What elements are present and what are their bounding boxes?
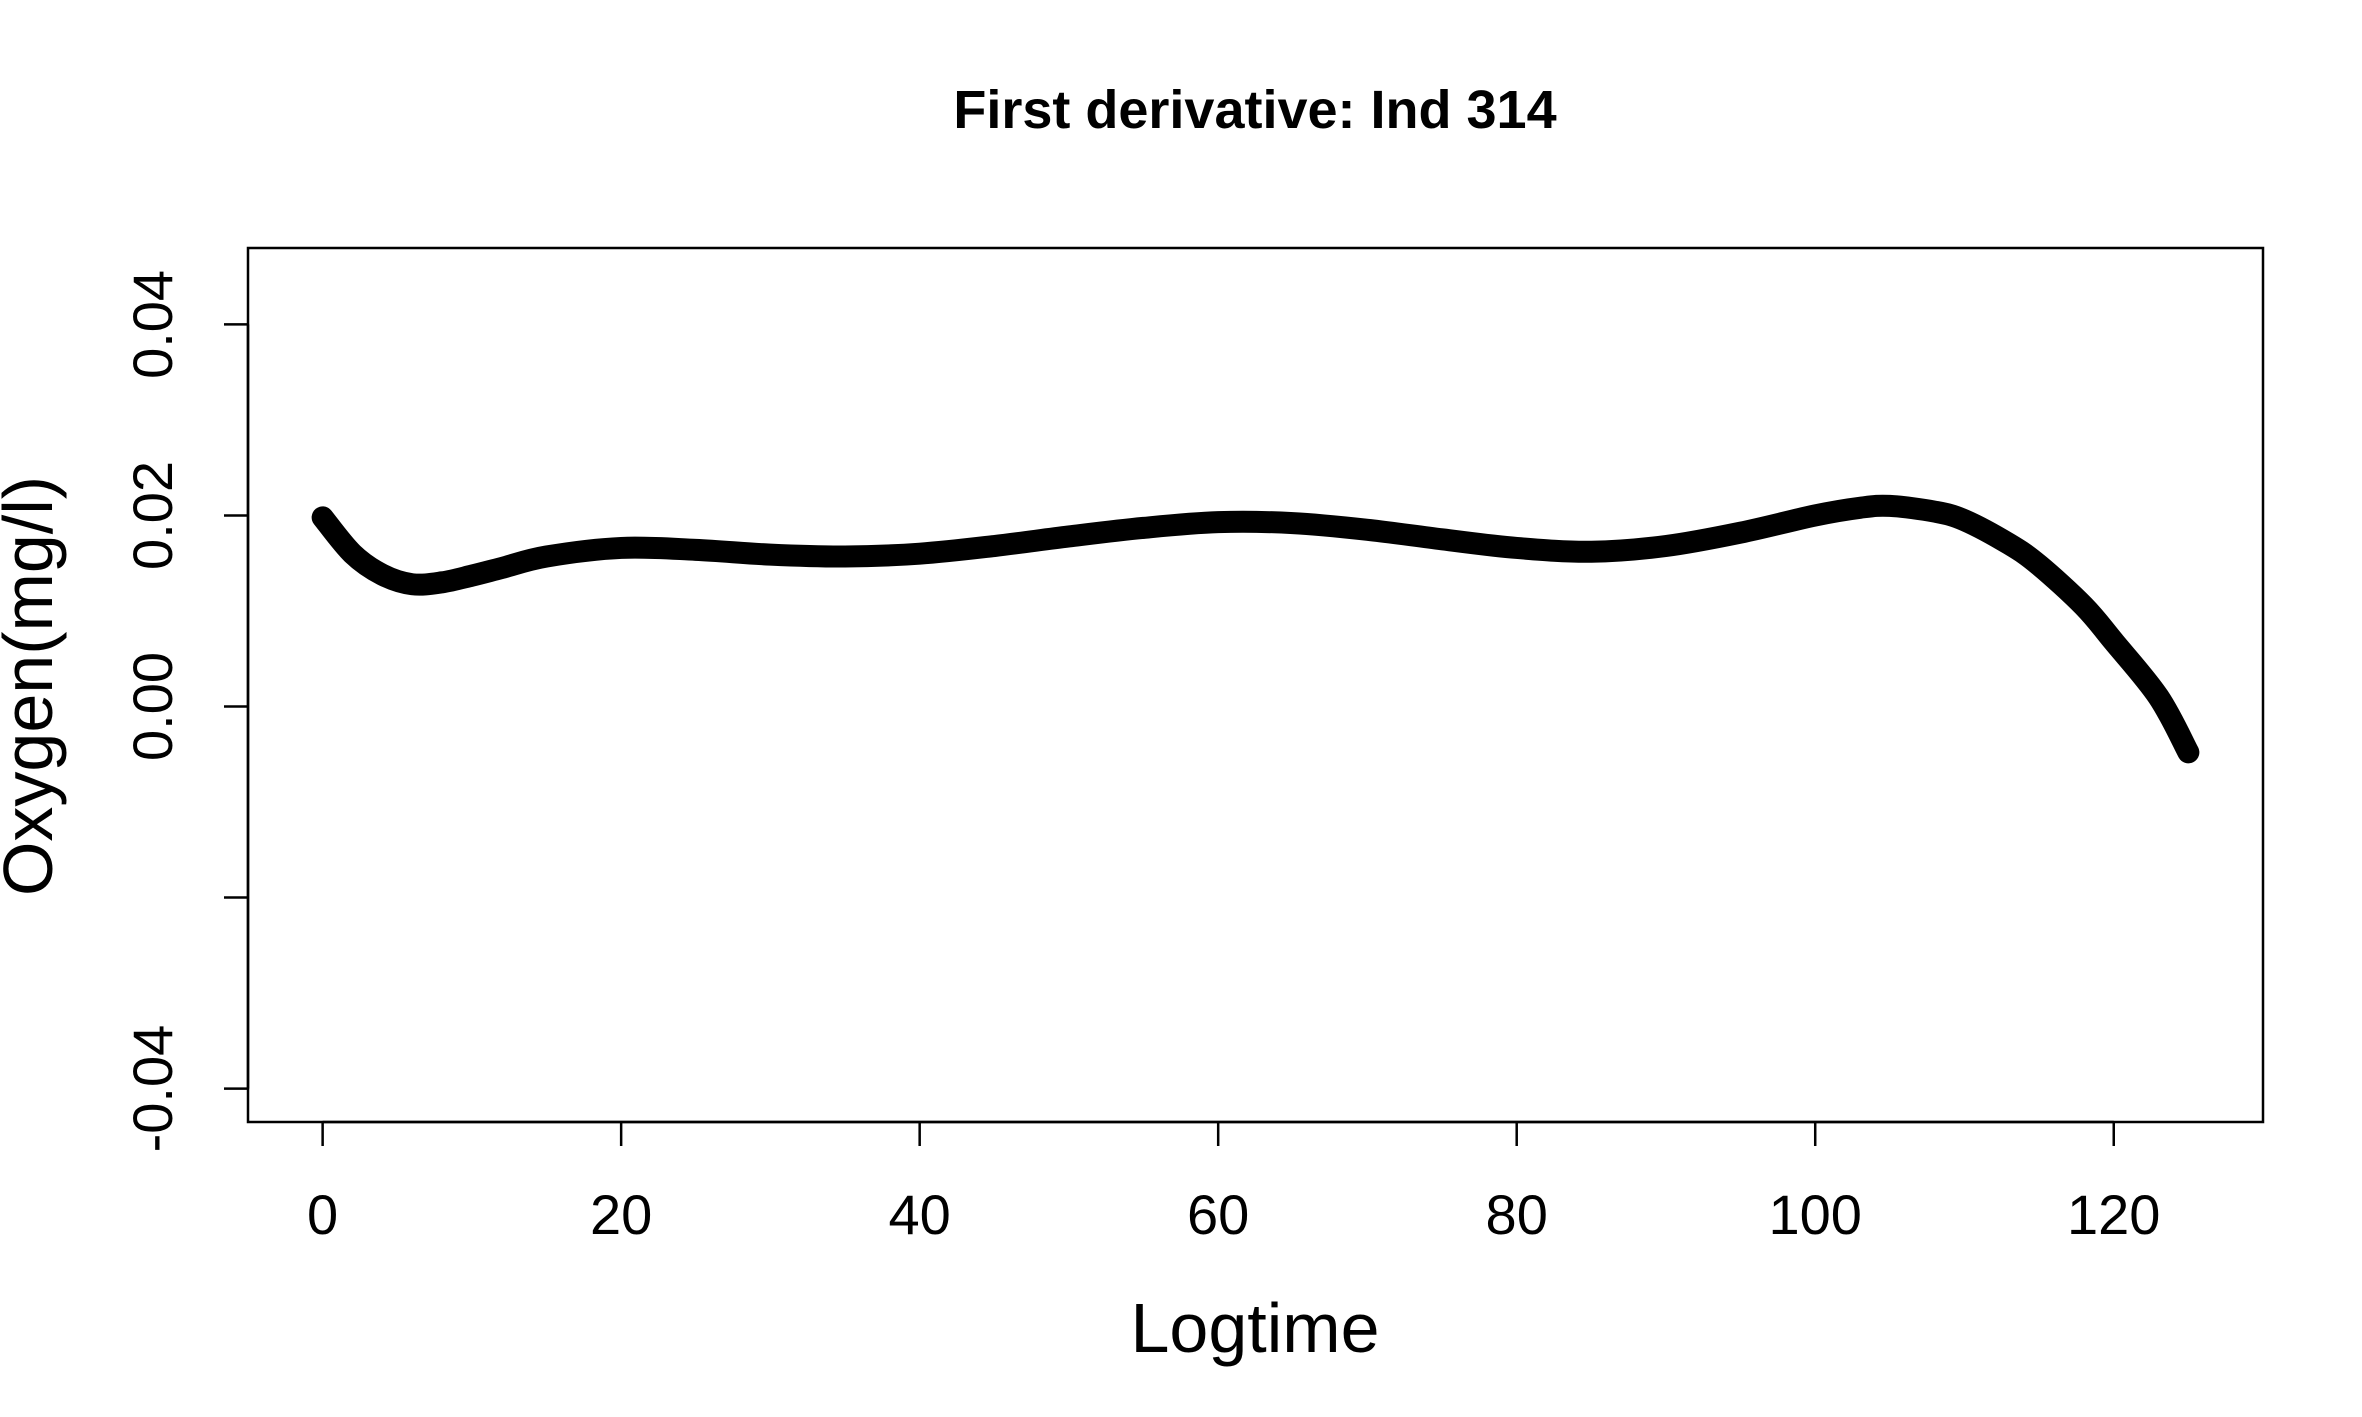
chart-title: First derivative: Ind 314 [953,80,1556,140]
x-tick-label: 20 [590,1183,652,1246]
y-axis-title: Oxygen(mg/l) [0,476,67,896]
series-line [311,494,2200,764]
x-tick-label: 0 [307,1183,338,1246]
y-tick-label: 0.02 [121,461,184,570]
x-tick-label: 60 [1187,1183,1249,1246]
x-tick-label: 80 [1486,1183,1548,1246]
x-tick-label: 120 [2067,1183,2160,1246]
y-axis: -0.04 0.00 0.02 0.04 [121,270,250,1153]
plot-frame [246,246,2265,1124]
x-tick-label: 40 [889,1183,951,1246]
y-tick-label: 0.00 [121,652,184,761]
x-axis: 0 20 40 60 80 100 120 [307,1120,2160,1246]
plot-series [311,494,2200,764]
y-tick-label: -0.04 [121,1025,184,1153]
y-tick-label: 0.04 [121,270,184,379]
x-tick-label: 100 [1769,1183,1862,1246]
x-axis-title: Logtime [1130,1289,1379,1367]
